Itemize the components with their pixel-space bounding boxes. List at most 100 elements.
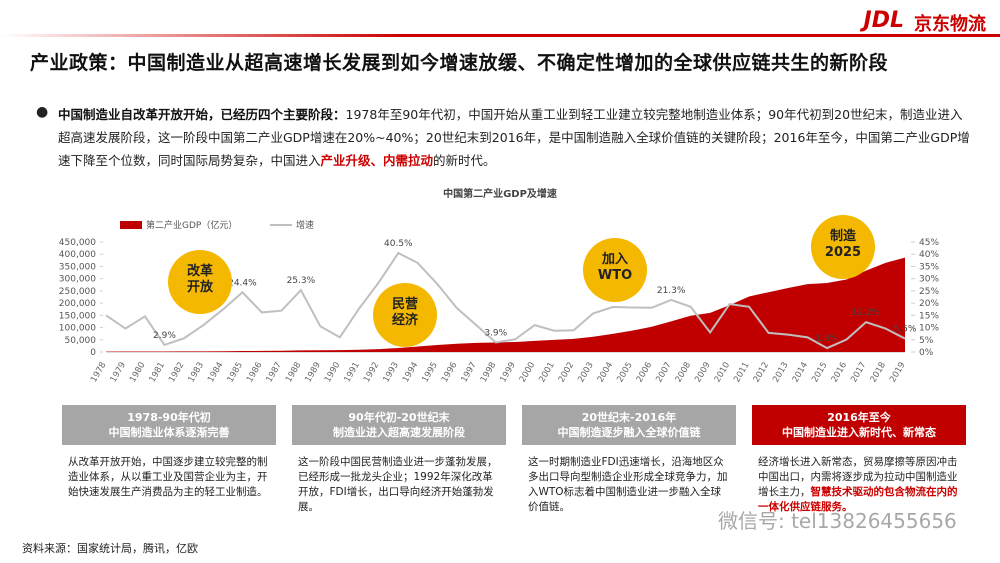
bullet-highlight: 产业升级、内需拉动 [320,153,434,168]
stage-text: 这一阶段中国民营制造业进一步蓬勃发展，已经形成一批龙头企业；1992年深化改革开… [298,456,498,513]
bullet-dot: ● [36,104,49,120]
stage-heading: 90年代初-20世纪末 [348,411,450,424]
data-label: 1.6% [816,334,839,344]
legend-swatch [120,221,142,229]
annotation: 改革开放 [187,263,214,295]
x-tick-label: 1988 [284,361,303,385]
legend-label: 增速 [296,219,314,231]
data-label: 40.5% [384,239,413,249]
bullet-bold: 中国制造业自改革开放开始，已经历四个主要阶段： [58,107,346,122]
x-tick-label: 1978 [89,361,108,385]
stage-text: 经济增长进入新常态，贸易摩擦等原因冲击中国出口，内需将逐步成为拉动中国制造业增长… [758,456,958,498]
stage-body: 这一时期制造业FDI迅速增长，沿海地区众多出口导向型制造企业形成全球竞争力，加入… [528,455,728,515]
x-tick-label: 2019 [888,361,907,385]
annotation-bubble [583,238,647,302]
x-tick-label: 2010 [713,361,732,385]
x-tick-label: 1990 [323,361,342,385]
x-tick-label: 2007 [654,361,673,385]
data-label: 24.4% [228,278,257,288]
stage-heading: 制造业进入超高速发展阶段 [333,426,465,439]
x-tick-label: 1979 [109,361,128,385]
stage-header: 2016年至今中国制造业进入新时代、新常态 [752,405,966,445]
annotation-bubble [168,250,232,314]
y-tick-label: 250,000 [59,287,96,297]
x-tick-label: 2018 [869,361,888,385]
x-tick-label: 2015 [810,361,829,385]
stage-body: 从改革开放开始，中国逐步建立较完整的制造业体系，从以重工业及国营企业为主，开始快… [68,455,268,500]
x-tick-label: 2005 [615,361,634,385]
y2-tick-label: 25% [919,287,939,297]
stage-heading: 2016年至今 [827,411,891,424]
y2-tick-label: 45% [919,238,939,248]
x-tick-label: 2013 [771,361,790,385]
y-tick-label: 100,000 [59,324,96,334]
growth-line [105,251,906,350]
stage-header: 90年代初-20世纪末制造业进入超高速发展阶段 [292,405,506,445]
y2-tick-label: 20% [919,299,939,309]
y-tick-label: 0 [90,348,96,358]
x-tick-label: 1987 [265,361,284,385]
y-tick-label: 50,000 [65,336,97,346]
bullet-body: 1978年至90年代初，中国开始从重工业到轻工业建立较完整地制造业体系；90年代… [58,107,970,168]
stage-header: 20世纪末-2016年 中国制造逐步融入全球价值链 [522,405,736,445]
brand: 京东物流 [914,14,986,35]
x-tick-label: 1995 [420,361,439,385]
x-tick-label: 2016 [830,361,849,385]
x-tick-label: 1993 [381,361,400,385]
data-label: 12.2% [852,308,881,318]
annotation: 加入 WTO [598,252,632,283]
y-tick-label: 450,000 [59,238,96,248]
x-tick-label: 2002 [557,361,576,385]
x-tick-label: 1998 [479,361,498,385]
stage-heading: 中国制造业进入新时代、新常态 [782,426,936,439]
x-tick-label: 1981 [148,361,167,385]
header-rule [0,34,1000,37]
x-tick-label: 1986 [245,361,264,385]
annotation: 民营经济 [392,296,419,328]
data-label: 5.5% [894,325,917,335]
y2-tick-label: 10% [919,324,939,334]
y2-tick-label: 40% [919,250,939,260]
gdp-area [106,257,905,352]
x-tick-label: 1997 [459,361,478,385]
x-tick-label: 1996 [440,361,459,385]
x-tick-label: 1985 [226,361,245,385]
x-tick-label: 1992 [362,361,381,385]
chart-title: 中国第二产业GDP及增速 [443,187,557,200]
source: 资料来源：国家统计局，腾讯，亿欧 [22,542,198,555]
x-tick-label: 1991 [342,361,361,385]
data-label: 2.9% [153,331,176,341]
data-label: 25.3% [287,276,316,286]
y-tick-label: 350,000 [59,262,96,272]
annotation-bubble [373,283,437,347]
x-tick-label: 2004 [596,361,615,385]
x-tick-label: 1982 [167,361,186,385]
y2-tick-label: 35% [919,262,939,272]
chart: 中国第二产业GDP及增速 0 50,000 100,000 150,000 200,000… [59,187,940,385]
annotation-bubble [811,215,875,279]
x-tick-label: 2009 [693,361,712,385]
legend-label: 第二产业GDP（亿元） [146,219,237,231]
stage-body: 经济增长进入新常态，贸易摩擦等原因冲击中国出口，内需将逐步成为拉动中国制造业增长… [758,455,958,515]
x-tick-label: 2011 [732,361,751,385]
stage-body: 这一阶段中国民营制造业进一步蓬勃发展，已经形成一批龙头企业；1992年深化改革开… [298,455,498,515]
y2-tick-label: 5% [919,336,934,346]
x-tick-label: 1994 [401,361,420,385]
x-tick-label: 2017 [849,361,868,385]
slide-title: 产业政策：中国制造业从超高速增长发展到如今增速放缓、不确定性增加的全球供应链共生… [30,52,889,74]
stage-text: 这一时期制造业FDI迅速增长，沿海地区众多出口导向型制造企业形成全球竞争力，加入… [528,456,728,513]
x-tick-label: 1980 [128,361,147,385]
stage-text: 从改革开放开始，中国逐步建立较完整的制造业体系，从以重工业及国营企业为主，开始快… [68,456,268,498]
x-tick-label: 2006 [635,361,654,385]
x-tick-label: 1999 [498,361,517,385]
y2-tick-label: 0% [919,348,934,358]
x-tick-label: 1983 [187,361,206,385]
x-tick-label: 2003 [576,361,595,385]
x-tick-label: 2008 [674,361,693,385]
y-tick-label: 200,000 [59,299,96,309]
y2-tick-label: 30% [919,275,939,285]
stage-heading: 1978-90年代初 [127,411,211,424]
y-tick-label: 300,000 [59,275,96,285]
x-tick-label: 2000 [518,361,537,385]
